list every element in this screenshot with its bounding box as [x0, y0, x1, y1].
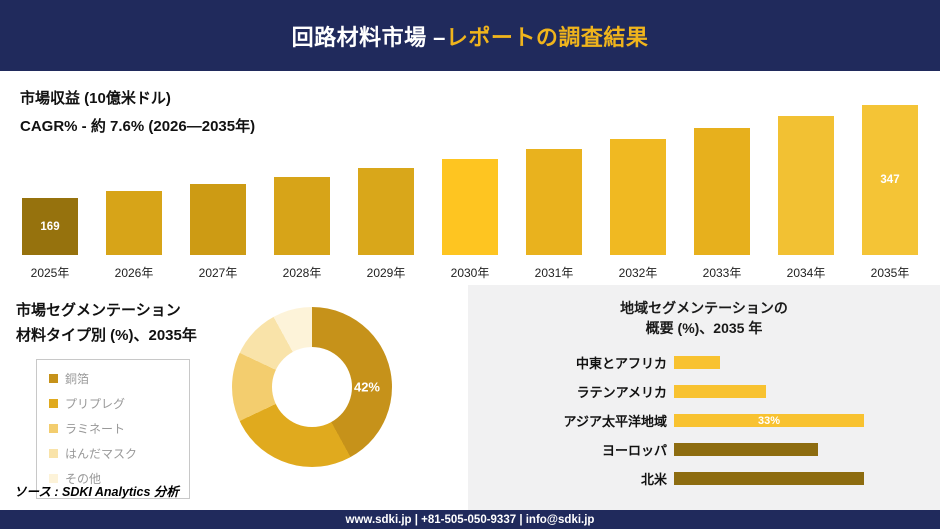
legend-item: プリプレグ — [49, 395, 179, 412]
revenue-bar — [274, 177, 330, 255]
bar-year-label: 2033年 — [702, 266, 742, 280]
bar-year-label: 2034年 — [786, 266, 826, 280]
region-bar: 33% — [674, 414, 864, 427]
donut-hole — [272, 347, 352, 427]
legend-item: その他 — [49, 470, 179, 487]
bar-year-label: 2032年 — [618, 266, 658, 280]
region-label: ヨーロッパ — [601, 443, 667, 458]
revenue-bar — [106, 191, 162, 255]
page-title-accent: レポートの調査結果 — [445, 24, 649, 50]
region-bar — [674, 385, 766, 398]
revenue-metric-label: 市場収益 (10億米ドル) — [20, 90, 171, 107]
region-segmentation-section: 地域セグメンテーションの 概要 (%)、2035 年 中東とアフリカ ラテンアメリ… — [468, 285, 940, 510]
bar-year-label: 2029年 — [366, 266, 406, 280]
bar-value-label: 169 — [40, 220, 60, 233]
revenue-bar: 347 — [862, 105, 918, 255]
revenue-bar-column: 347 2035年 — [862, 105, 918, 281]
bar-year-label: 2030年 — [450, 266, 490, 280]
region-label: 中東とアフリカ — [575, 356, 667, 371]
legend-swatch — [49, 399, 58, 408]
bar-year-label: 2027年 — [198, 266, 238, 280]
region-bar — [674, 472, 864, 485]
source-note: ソース : SDKI Analytics 分析 — [14, 485, 179, 499]
legend-label: その他 — [65, 472, 102, 486]
region-title-line1: 地域セグメンテーションの — [620, 300, 788, 316]
cagr-label: CAGR% - 約 7.6% (2026―2035年) — [20, 118, 256, 135]
material-title-line2: 材料タイプ別 (%)、2035年 — [16, 327, 197, 344]
bar-year-label: 2031年 — [534, 266, 574, 280]
revenue-bar-column: 2032年 — [610, 139, 666, 281]
revenue-bar-column: 2026年 — [106, 191, 162, 281]
region-bar-chart: 中東とアフリカ ラテンアメリカアジア太平洋地域 33% ヨーロッパ北米 — [468, 348, 940, 493]
region-row: ラテンアメリカ — [468, 377, 940, 406]
report-header: 回路材料市場 –レポートの調査結果 — [0, 0, 940, 71]
region-label: アジア太平洋地域 — [563, 414, 667, 429]
revenue-bar-column: 2029年 — [358, 168, 414, 281]
revenue-bar — [610, 139, 666, 255]
revenue-bar — [190, 184, 246, 255]
region-title-line2: 概要 (%)、2035 年 — [645, 320, 763, 336]
revenue-bar — [358, 168, 414, 255]
legend-swatch — [49, 374, 58, 383]
revenue-bar — [778, 116, 834, 255]
revenue-bar — [694, 128, 750, 255]
bar-year-label: 2025年 — [30, 266, 70, 280]
page-title-main: 回路材料市場 – — [291, 24, 446, 50]
bar-value-label: 347 — [880, 174, 900, 186]
bottom-panels: 市場セグメンテーション 材料タイプ別 (%)、2035年 銅箔プリプレグラミネー… — [0, 285, 940, 510]
legend-label: プリプレグ — [65, 397, 126, 411]
revenue-bar-column: 2034年 — [778, 116, 834, 281]
material-title-line1: 市場セグメンテーション — [16, 302, 181, 319]
donut-legend: 銅箔プリプレグラミネートはんだマスク その他 — [36, 359, 190, 499]
region-section-title: 地域セグメンテーションの 概要 (%)、2035 年 — [468, 298, 940, 338]
revenue-bar-chart: 169 2025年 2026年 2027年 2028年 2029年 2030年 2031年 20… — [22, 105, 918, 281]
region-label: 北米 — [640, 472, 667, 487]
revenue-bar: 169 — [22, 198, 78, 255]
revenue-bar-column: 2030年 — [442, 159, 498, 281]
region-row: アジア太平洋地域 33% — [468, 406, 940, 435]
legend-swatch — [49, 449, 58, 458]
region-bar — [674, 443, 818, 456]
legend-item: 銅箔 — [49, 370, 179, 387]
legend-swatch — [49, 474, 58, 483]
legend-item: ラミネート — [49, 420, 179, 437]
region-row: ヨーロッパ — [468, 435, 940, 464]
bar-year-label: 2028年 — [282, 266, 322, 280]
material-segmentation-section: 市場セグメンテーション 材料タイプ別 (%)、2035年 銅箔プリプレグラミネー… — [0, 285, 468, 510]
revenue-bar-column: 2033年 — [694, 128, 750, 281]
bar-year-label: 2026年 — [114, 266, 154, 280]
legend-swatch — [49, 424, 58, 433]
revenue-bar-column: 2028年 — [274, 177, 330, 281]
region-row: 中東とアフリカ — [468, 348, 940, 377]
region-label: ラテンアメリカ — [576, 385, 667, 400]
legend-label: 銅箔 — [65, 372, 90, 386]
revenue-bar-column: 2031年 — [526, 149, 582, 281]
report-footer: www.sdki.jp | +81-505-050-9337 | info@sd… — [0, 510, 940, 529]
legend-label: ラミネート — [65, 422, 126, 436]
legend-item: はんだマスク — [49, 445, 179, 462]
bar-year-label: 2035年 — [870, 266, 910, 280]
page-title: 回路材料市場 –レポートの調査結果 — [292, 20, 649, 52]
donut-value-label: 42% — [353, 379, 380, 395]
material-section-title: 市場セグメンテーション 材料タイプ別 (%)、2035年 — [0, 285, 468, 348]
footer-contact: www.sdki.jp | +81-505-050-9337 | info@sd… — [345, 513, 595, 526]
revenue-bar — [526, 149, 582, 255]
material-donut-chart: 42% — [232, 307, 392, 467]
revenue-bar — [442, 159, 498, 255]
legend-label: はんだマスク — [65, 447, 138, 461]
region-value-label: 33% — [757, 414, 781, 427]
revenue-bar-column: 2027年 — [190, 184, 246, 281]
region-bar — [674, 356, 720, 369]
revenue-chart-section: 市場収益 (10億米ドル) CAGR% - 約 7.6% (2026―2035年… — [0, 71, 940, 285]
region-row: 北米 — [468, 464, 940, 493]
revenue-bar-column: 169 2025年 — [22, 198, 78, 281]
